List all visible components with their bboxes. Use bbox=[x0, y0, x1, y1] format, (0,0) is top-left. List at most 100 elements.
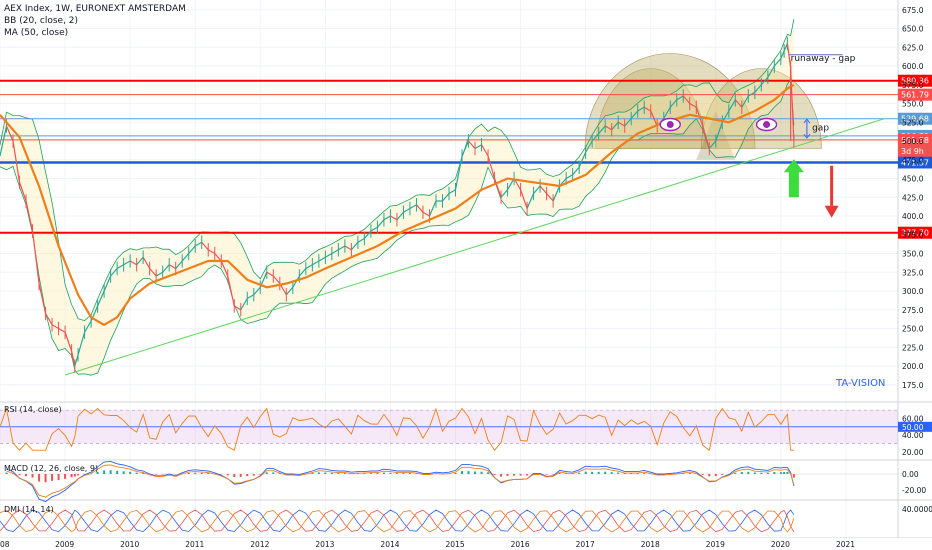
price-segment bbox=[546, 193, 554, 202]
macd-signal bbox=[6, 464, 795, 498]
price-segment bbox=[487, 155, 496, 179]
y-tick-label: 550.0 bbox=[902, 100, 924, 109]
price-segment bbox=[481, 144, 489, 157]
price-segment bbox=[520, 189, 528, 209]
y-tick-label: 450.0 bbox=[902, 175, 924, 184]
price-segment bbox=[767, 65, 775, 78]
x-tick-label: 2014 bbox=[380, 540, 399, 549]
y-tick-label: 600.0 bbox=[902, 62, 924, 71]
price-segment bbox=[663, 106, 671, 119]
price-series bbox=[0, 36, 795, 373]
green-up-arrow-icon bbox=[783, 159, 804, 198]
level-label: 377.70 bbox=[901, 229, 929, 238]
legend: AEX Index, 1W, EURONEXT AMSTERDAM BB (20… bbox=[4, 3, 186, 39]
price-segment bbox=[783, 43, 788, 52]
rsi-tick: 40.00 bbox=[902, 431, 924, 440]
price-axis[interactable]: 580.36561.79529.68506.79501.58471.37377.… bbox=[898, 6, 932, 390]
price-segment bbox=[123, 260, 131, 266]
price-segment bbox=[188, 245, 196, 254]
price-segment bbox=[110, 268, 118, 277]
bb-upper bbox=[0, 19, 795, 322]
price-segment bbox=[207, 249, 216, 255]
y-tick-label: 650.0 bbox=[902, 25, 924, 34]
price-segment bbox=[344, 245, 352, 251]
price-segment bbox=[669, 99, 678, 108]
trendline bbox=[64, 118, 886, 376]
price-segment bbox=[84, 320, 92, 333]
price-segment bbox=[442, 193, 450, 202]
price-segment bbox=[416, 204, 424, 213]
price-segment bbox=[786, 43, 792, 68]
price-segment bbox=[409, 204, 417, 210]
bb-legend: BB (20, close, 2) bbox=[4, 16, 79, 26]
annotations: runaway - gap gap bbox=[659, 54, 856, 218]
price-segment bbox=[227, 275, 235, 307]
price-segment bbox=[396, 211, 404, 221]
price-segment bbox=[617, 121, 625, 127]
level-badge bbox=[898, 133, 932, 146]
price-segment bbox=[357, 237, 365, 243]
chart-title: AEX Index, 1W, EURONEXT AMSTERDAM bbox=[4, 4, 186, 14]
x-tick-label: 08 bbox=[0, 540, 10, 549]
rsi-tick: 20.00 bbox=[902, 448, 924, 457]
x-tick-label: 2012 bbox=[250, 540, 269, 549]
price-segment bbox=[272, 275, 281, 284]
price-segment bbox=[533, 185, 541, 194]
macd-title: MACD (12, 26, close, 9) bbox=[4, 464, 99, 473]
x-tick-label: 2015 bbox=[446, 540, 465, 549]
price-segment bbox=[780, 50, 785, 59]
y-tick-label: 425.0 bbox=[902, 193, 924, 202]
price-segment bbox=[25, 200, 34, 232]
price-segment bbox=[175, 260, 183, 269]
price-segment bbox=[74, 354, 79, 367]
price-segment bbox=[539, 185, 548, 194]
macd-line bbox=[6, 460, 795, 503]
price-segment bbox=[363, 230, 372, 239]
dmi-tick: 40.0000 bbox=[902, 505, 932, 514]
price-segment bbox=[468, 140, 476, 149]
dmi-line bbox=[0, 509, 795, 533]
price-segment bbox=[611, 121, 619, 131]
price-segment bbox=[136, 256, 144, 266]
price-segment bbox=[285, 286, 294, 296]
dmi-line bbox=[0, 509, 795, 533]
price-segment bbox=[682, 95, 691, 104]
gap-label: gap bbox=[812, 124, 829, 134]
price-segment bbox=[741, 95, 749, 108]
price-segment bbox=[715, 122, 723, 142]
price-segment bbox=[116, 264, 124, 270]
x-tick-label: 2011 bbox=[185, 540, 204, 549]
price-segment bbox=[630, 110, 639, 119]
price-segment bbox=[298, 268, 307, 277]
dmi-line bbox=[0, 509, 795, 533]
price-segment bbox=[201, 241, 209, 251]
gap-arrowheads bbox=[803, 118, 811, 139]
rsi-line bbox=[0, 406, 794, 451]
horizontal-levels bbox=[0, 79, 898, 234]
ma50-series bbox=[0, 83, 795, 327]
x-tick-label: 2018 bbox=[641, 540, 660, 549]
y-tick-label: 625.0 bbox=[902, 43, 924, 52]
price-segment bbox=[598, 125, 606, 134]
y-tick-label: 250.0 bbox=[902, 325, 924, 334]
price-segment bbox=[38, 283, 47, 314]
price-segment bbox=[383, 215, 391, 221]
price-segment bbox=[403, 207, 411, 213]
price-segment bbox=[702, 125, 710, 149]
price-segment bbox=[390, 215, 398, 221]
rsi-tick: 60.00 bbox=[902, 415, 924, 424]
price-segment bbox=[168, 264, 176, 270]
y-tick-label: 275.0 bbox=[902, 306, 924, 315]
price-segment bbox=[325, 252, 333, 258]
bb-fill bbox=[0, 19, 794, 376]
rsi-current: 50.00 bbox=[902, 423, 924, 432]
price-segment bbox=[64, 332, 73, 352]
level-badge bbox=[898, 226, 932, 239]
price-segment bbox=[70, 350, 76, 367]
price-segment bbox=[129, 260, 137, 266]
price-segment bbox=[246, 294, 255, 300]
time-axis[interactable]: 08 2009 2010 2011 2012 2013 2014 2015 2016 2017 20… bbox=[0, 538, 932, 550]
price-segment bbox=[338, 245, 346, 251]
price-segment bbox=[748, 91, 756, 97]
